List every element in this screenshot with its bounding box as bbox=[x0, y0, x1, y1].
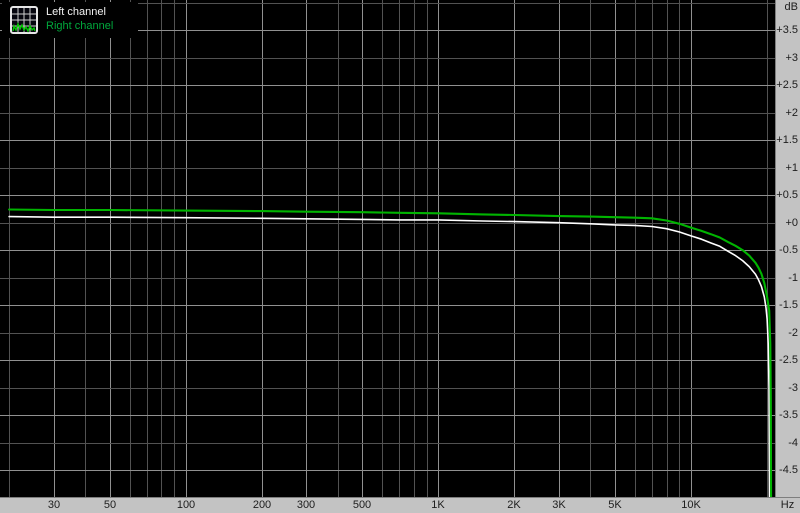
y-axis-label-strip: dB +3.5 +3 +2.5 +2 +1.5 +1 +0.5 +0 -0.5 -1 -1.5 -2 -… bbox=[775, 0, 800, 497]
y-tick-label: -3 bbox=[788, 382, 798, 394]
legend-right-channel: Right channel bbox=[46, 20, 114, 32]
x-tick-label: 30 bbox=[47, 499, 61, 511]
y-tick-label: +1 bbox=[785, 162, 798, 174]
x-axis-label-strip: Hz 30 50 100 200 300 500 1K 2K 3K 5K 10K bbox=[0, 497, 800, 513]
x-tick-label: 50 bbox=[103, 499, 117, 511]
plot-area: Left channel Right channel bbox=[0, 0, 775, 497]
x-tick-label: 2K bbox=[507, 499, 521, 511]
y-tick-label: -4.5 bbox=[779, 464, 798, 476]
legend-labels: Left channel Right channel bbox=[46, 2, 113, 33]
x-tick-label: 10K bbox=[681, 499, 701, 511]
y-tick-label: -3.5 bbox=[779, 409, 798, 421]
x-tick-label: 3K bbox=[552, 499, 566, 511]
x-tick-label: 5K bbox=[608, 499, 622, 511]
y-tick-label: +0.5 bbox=[776, 189, 798, 201]
x-axis-unit: Hz bbox=[780, 499, 795, 511]
y-tick-label: +3 bbox=[785, 52, 798, 64]
y-tick-label: -2.5 bbox=[779, 354, 798, 366]
y-tick-label: -4 bbox=[788, 437, 798, 449]
y-tick-label: -1.5 bbox=[779, 299, 798, 311]
x-tick-label: 1K bbox=[431, 499, 445, 511]
y-tick-label: -2 bbox=[788, 327, 798, 339]
y-tick-label: -1 bbox=[788, 272, 798, 284]
y-tick-label: +1.5 bbox=[776, 134, 798, 146]
y-axis-unit: dB bbox=[784, 1, 798, 13]
x-tick-label: 100 bbox=[176, 499, 196, 511]
y-tick-label: +3.5 bbox=[776, 24, 798, 36]
x-tick-label: 300 bbox=[296, 499, 316, 511]
spectrum-chart-icon bbox=[10, 6, 38, 34]
legend: Left channel Right channel bbox=[2, 2, 138, 38]
curve-right-channel bbox=[8, 208, 773, 497]
legend-left-channel: Left channel bbox=[46, 6, 106, 18]
y-tick-label: -0.5 bbox=[779, 244, 798, 256]
y-tick-label: +2 bbox=[785, 107, 798, 119]
x-tick-label: 500 bbox=[352, 499, 372, 511]
y-tick-label: +0 bbox=[785, 217, 798, 229]
x-tick-label: 200 bbox=[252, 499, 272, 511]
y-tick-label: +2.5 bbox=[776, 79, 798, 91]
curve-left-channel bbox=[8, 215, 771, 497]
frequency-response-chart bbox=[0, 0, 775, 497]
